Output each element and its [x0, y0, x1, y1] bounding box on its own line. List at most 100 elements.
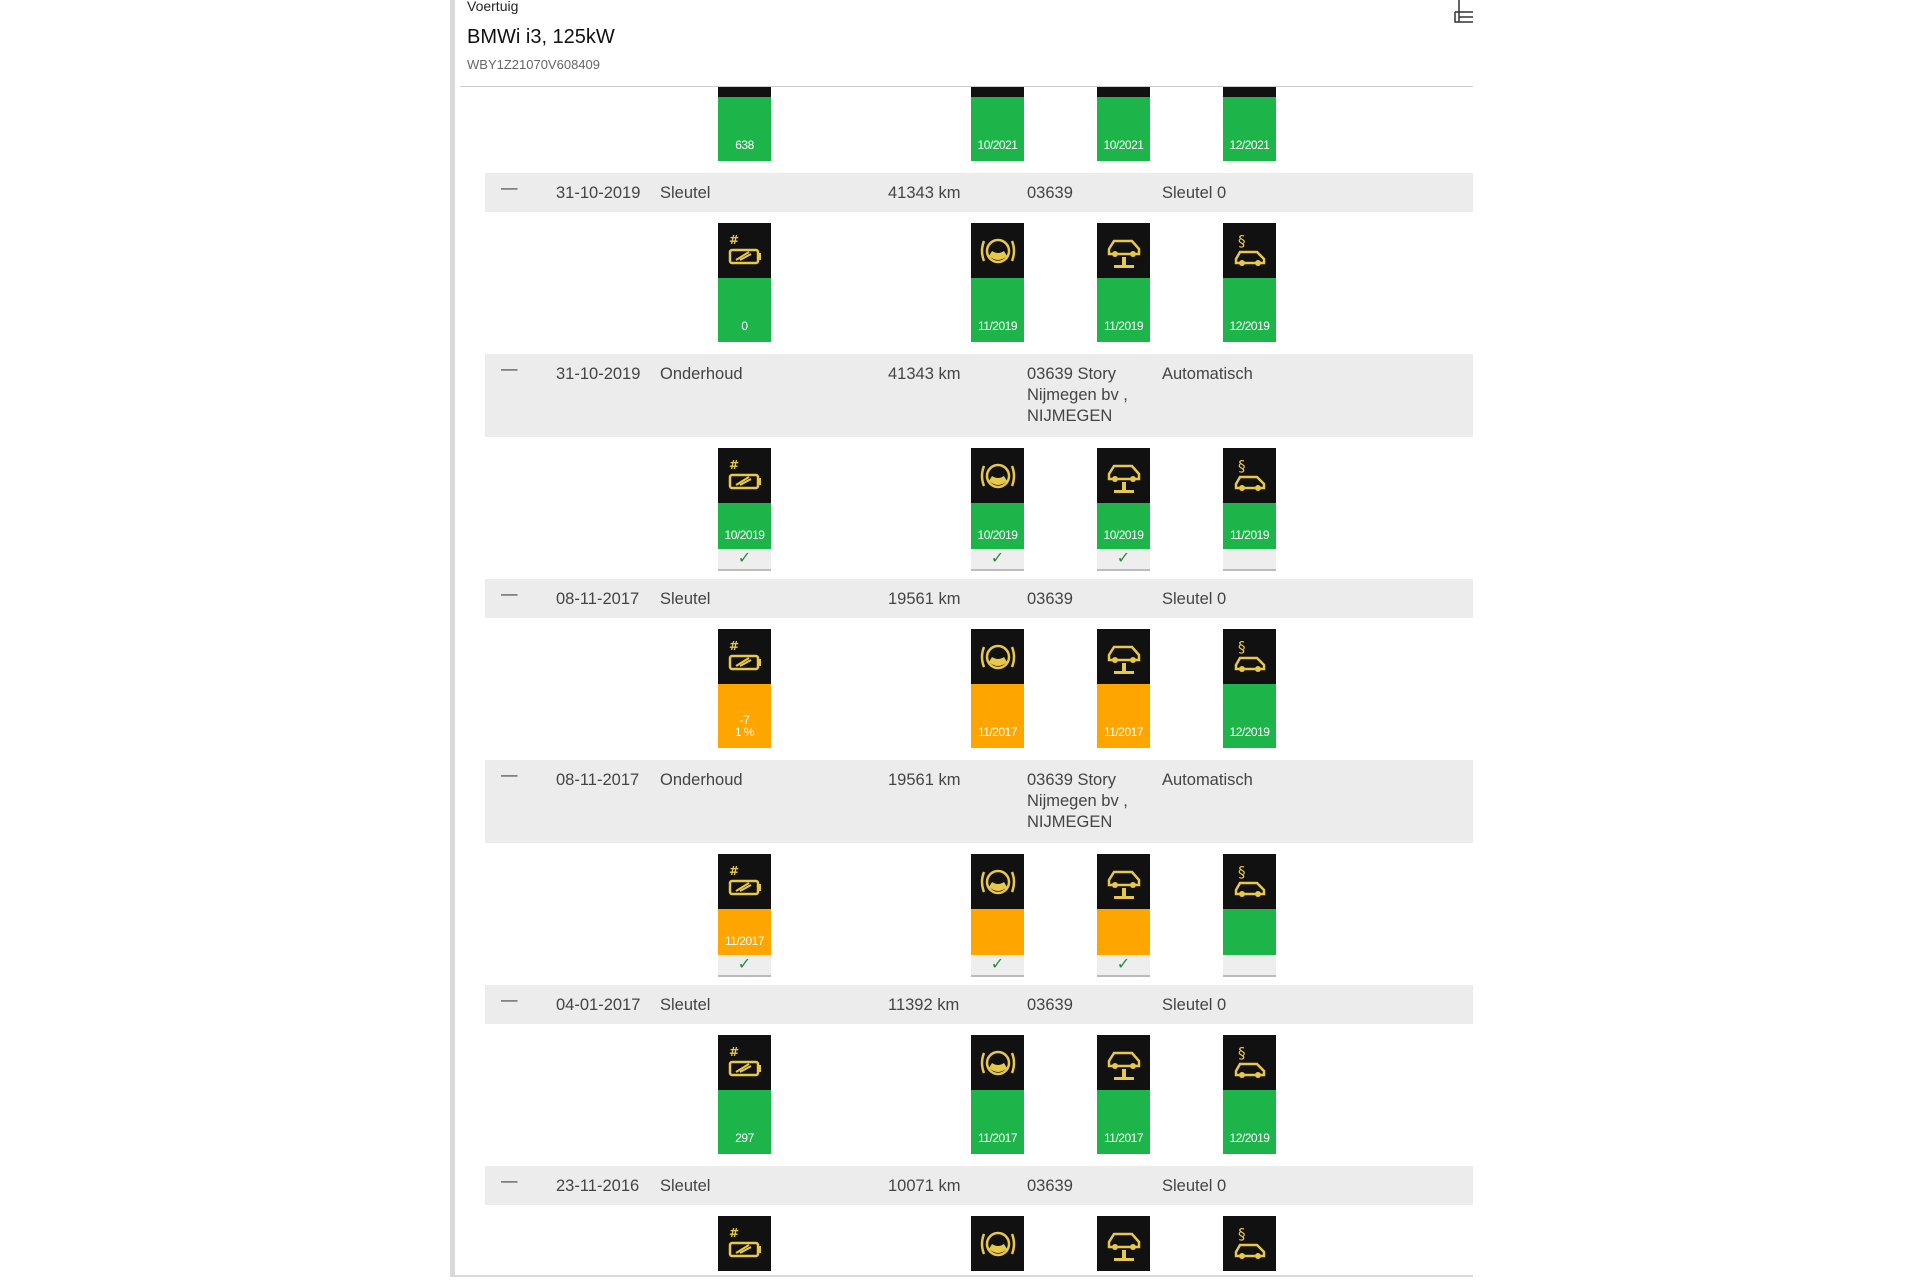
vehicle-vin: WBY1Z21070V608409 [467, 57, 600, 72]
service-tile[interactable] [1097, 1216, 1150, 1271]
service-tile[interactable]: 11/2017 [971, 1035, 1024, 1154]
row-source: Sleutel 0 [1162, 1177, 1227, 1195]
brake-fluid-icon [971, 1216, 1024, 1271]
service-tile[interactable]: § 12/2019 [1223, 223, 1276, 342]
service-tile[interactable]: 11/2019 [971, 223, 1024, 342]
service-tile[interactable]: 10/2019 ✓ [1097, 448, 1150, 571]
legal-inspection-icon: § [1223, 1035, 1276, 1090]
service-tile[interactable]: #297 [718, 1035, 771, 1154]
collapse-toggle[interactable]: — [501, 360, 518, 378]
svg-text:§: § [1238, 863, 1246, 881]
check-icon: ✓ [971, 955, 1024, 977]
service-tile[interactable]: #0 [718, 223, 771, 342]
legal-inspection-icon: § [1223, 629, 1276, 684]
row-type: Sleutel [660, 590, 711, 608]
tile-value: 11/2017 [971, 1090, 1024, 1154]
row-date: 31-10-2019 [556, 365, 641, 383]
row-date: 08-11-2017 [556, 590, 640, 608]
tile-value: 10/2021 [1097, 97, 1150, 161]
collapse-toggle[interactable]: — [501, 991, 518, 1009]
collapse-toggle[interactable]: — [501, 766, 518, 784]
row-dealer: 03639 [1027, 590, 1073, 608]
service-tile[interactable]: 10/2021 [1097, 87, 1150, 161]
tile-value: 11/2017 [971, 684, 1024, 748]
tile-value [971, 909, 1024, 955]
history-list[interactable]: #638 10/2021 10/2021 §12/2021 — 31-10-2019 Sle… [455, 87, 1473, 1275]
tile-value: 11/2019 [971, 278, 1024, 342]
svg-text:#: # [729, 639, 739, 653]
history-row[interactable]: — 31-10-2019 Onderhoud 41343 km 03639 Story … [485, 354, 1473, 437]
tile-value: 11/2019 [1097, 278, 1150, 342]
svg-text:§: § [1238, 638, 1246, 656]
vehicle-inspection-icon [1097, 1216, 1150, 1271]
service-tile[interactable]: ✓ [971, 854, 1024, 977]
svg-text:§: § [1238, 457, 1246, 475]
brake-fluid-icon [971, 629, 1024, 684]
battery-service-icon: # [718, 448, 771, 503]
service-tile[interactable]: 10/2019 ✓ [971, 448, 1024, 571]
history-row[interactable]: — 23-11-2016 Sleutel 10071 km 03639 Sleutel 0 [485, 1166, 1473, 1205]
svg-text:#: # [729, 233, 739, 247]
service-tile[interactable]: ✓ [1097, 854, 1150, 977]
service-tile[interactable]: #638 [718, 87, 771, 161]
vehicle-inspection-icon [1097, 223, 1150, 278]
service-tile[interactable]: #10/2019 ✓ [718, 448, 771, 571]
service-tile[interactable]: § 11/2019 [1223, 448, 1276, 571]
battery-service-icon: # [718, 854, 771, 909]
svg-text:#: # [729, 1226, 739, 1240]
service-tile[interactable]: 10/2021 [971, 87, 1024, 161]
service-tile[interactable]: § [1223, 1216, 1276, 1271]
collapse-toggle[interactable]: — [501, 179, 518, 197]
service-tile[interactable] [971, 1216, 1024, 1271]
row-mileage: 41343 km [888, 365, 961, 383]
service-tile[interactable]: § [1223, 854, 1276, 977]
row-type: Sleutel [660, 1177, 711, 1195]
history-row[interactable]: — 08-11-2017 Sleutel 19561 km 03639 Sleutel 0 [485, 579, 1473, 618]
service-tile[interactable]: §12/2021 [1223, 87, 1276, 161]
service-tile[interactable]: 11/2017 [971, 629, 1024, 748]
service-tile[interactable]: # -7 1 % [718, 629, 771, 748]
tile-value: 10/2021 [971, 97, 1024, 161]
history-row[interactable]: — 04-01-2017 Sleutel 11392 km 03639 Sleutel 0 [485, 985, 1473, 1024]
vehicle-inspection-icon [1097, 87, 1150, 97]
brake-fluid-icon [971, 854, 1024, 909]
collapse-toggle[interactable]: — [501, 1172, 518, 1190]
battery-service-icon: # [718, 629, 771, 684]
legal-inspection-icon: § [1223, 854, 1276, 909]
service-tile[interactable]: # [718, 1216, 771, 1271]
tile-value: 11/2019 [1223, 503, 1276, 549]
row-date: 31-10-2019 [556, 184, 641, 202]
svg-text:§: § [1238, 1225, 1246, 1243]
tile-value: 638 [718, 97, 771, 161]
service-tiles: #0 11/2019 11/2019 § 12/2019 [455, 212, 1473, 354]
hierarchy-icon[interactable] [1453, 0, 1473, 34]
service-tile[interactable]: 11/2019 [1097, 223, 1150, 342]
history-row[interactable]: — 08-11-2017 Onderhoud 19561 km 03639 Story … [485, 760, 1473, 843]
row-mileage: 41343 km [888, 184, 961, 202]
service-tiles: #11/2017 ✓ ✓ ✓ § [455, 843, 1473, 985]
row-mileage: 11392 km [888, 996, 960, 1014]
check-empty [1223, 955, 1276, 977]
service-tile[interactable]: 11/2017 [1097, 1035, 1150, 1154]
tile-value: -7 1 % [718, 684, 771, 748]
history-row[interactable]: — 31-10-2019 Sleutel 41343 km 03639 Sleutel 0 [485, 173, 1473, 212]
brake-fluid-icon [971, 448, 1024, 503]
row-dealer: 03639 [1027, 184, 1073, 202]
service-tile[interactable]: § 12/2019 [1223, 629, 1276, 748]
service-tile[interactable]: § 12/2019 [1223, 1035, 1276, 1154]
service-tile[interactable]: 11/2017 [1097, 629, 1150, 748]
row-dealer: 03639 [1027, 1177, 1073, 1195]
legal-inspection-icon: § [1223, 223, 1276, 278]
svg-text:#: # [729, 458, 739, 472]
svg-text:§: § [1238, 1044, 1246, 1062]
row-type: Onderhoud [660, 365, 743, 383]
service-tile[interactable]: #11/2017 ✓ [718, 854, 771, 977]
row-date: 08-11-2017 [556, 771, 640, 789]
battery-service-icon: # [718, 1035, 771, 1090]
tile-value: 10/2019 [1097, 503, 1150, 549]
service-tiles: #638 10/2021 10/2021 §12/2021 [455, 87, 1473, 173]
service-tiles: # § [455, 1205, 1473, 1271]
service-tiles: #297 11/2017 11/2017 § 12/2019 [455, 1024, 1473, 1166]
collapse-toggle[interactable]: — [501, 585, 518, 603]
check-empty [1223, 549, 1276, 571]
